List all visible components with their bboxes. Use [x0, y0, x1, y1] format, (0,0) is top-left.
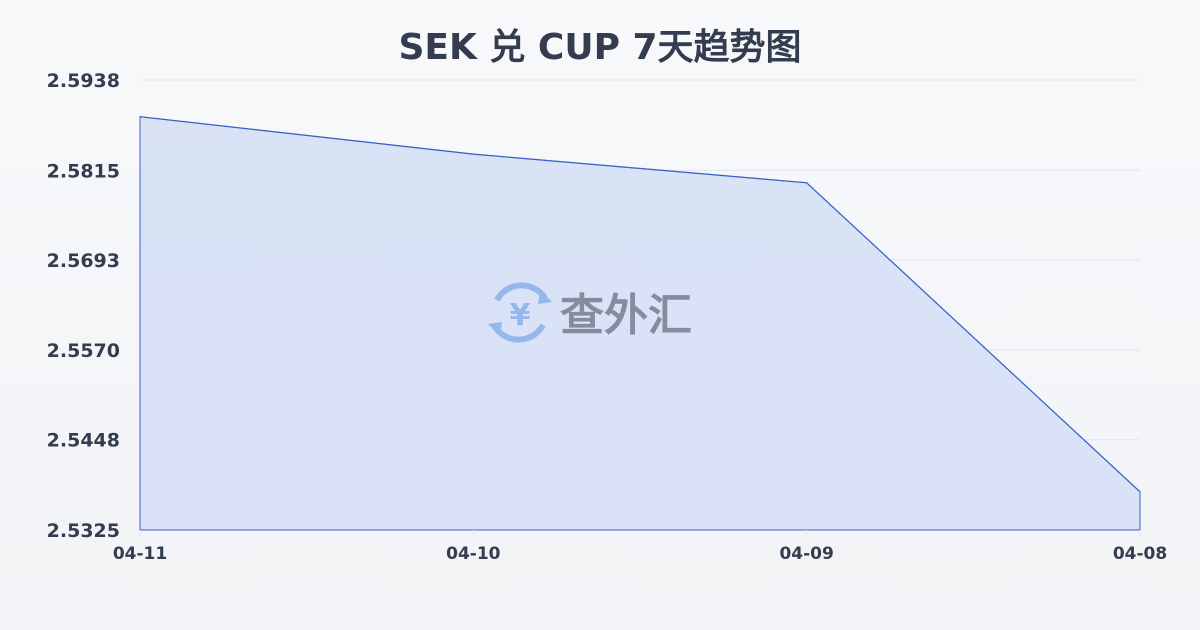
x-tick-label: 04-11 — [113, 544, 167, 564]
y-tick-label: 2.5448 — [47, 430, 120, 452]
x-tick-label: 04-08 — [1113, 544, 1167, 564]
watermark: ¥ 查外汇 — [488, 282, 692, 343]
watermark-text: 查外汇 — [560, 290, 692, 341]
y-tick-label: 2.5570 — [47, 340, 120, 362]
y-tick-label: 2.5938 — [47, 70, 120, 92]
yen-exchange-icon: ¥ — [488, 282, 552, 343]
chart-title: SEK 兑 CUP 7天趋势图 — [398, 27, 802, 68]
data-point — [1139, 491, 1141, 493]
y-tick-label: 2.5693 — [47, 250, 120, 272]
data-point — [806, 182, 808, 184]
x-tick-label: 04-10 — [446, 544, 501, 564]
data-point — [139, 116, 141, 118]
series-line — [139, 116, 1141, 493]
y-tick-label: 2.5325 — [47, 520, 120, 542]
x-tick-label: 04-09 — [779, 544, 833, 564]
data-point — [472, 153, 474, 155]
y-tick-label: 2.5815 — [47, 160, 120, 182]
svg-text:¥: ¥ — [510, 298, 531, 333]
